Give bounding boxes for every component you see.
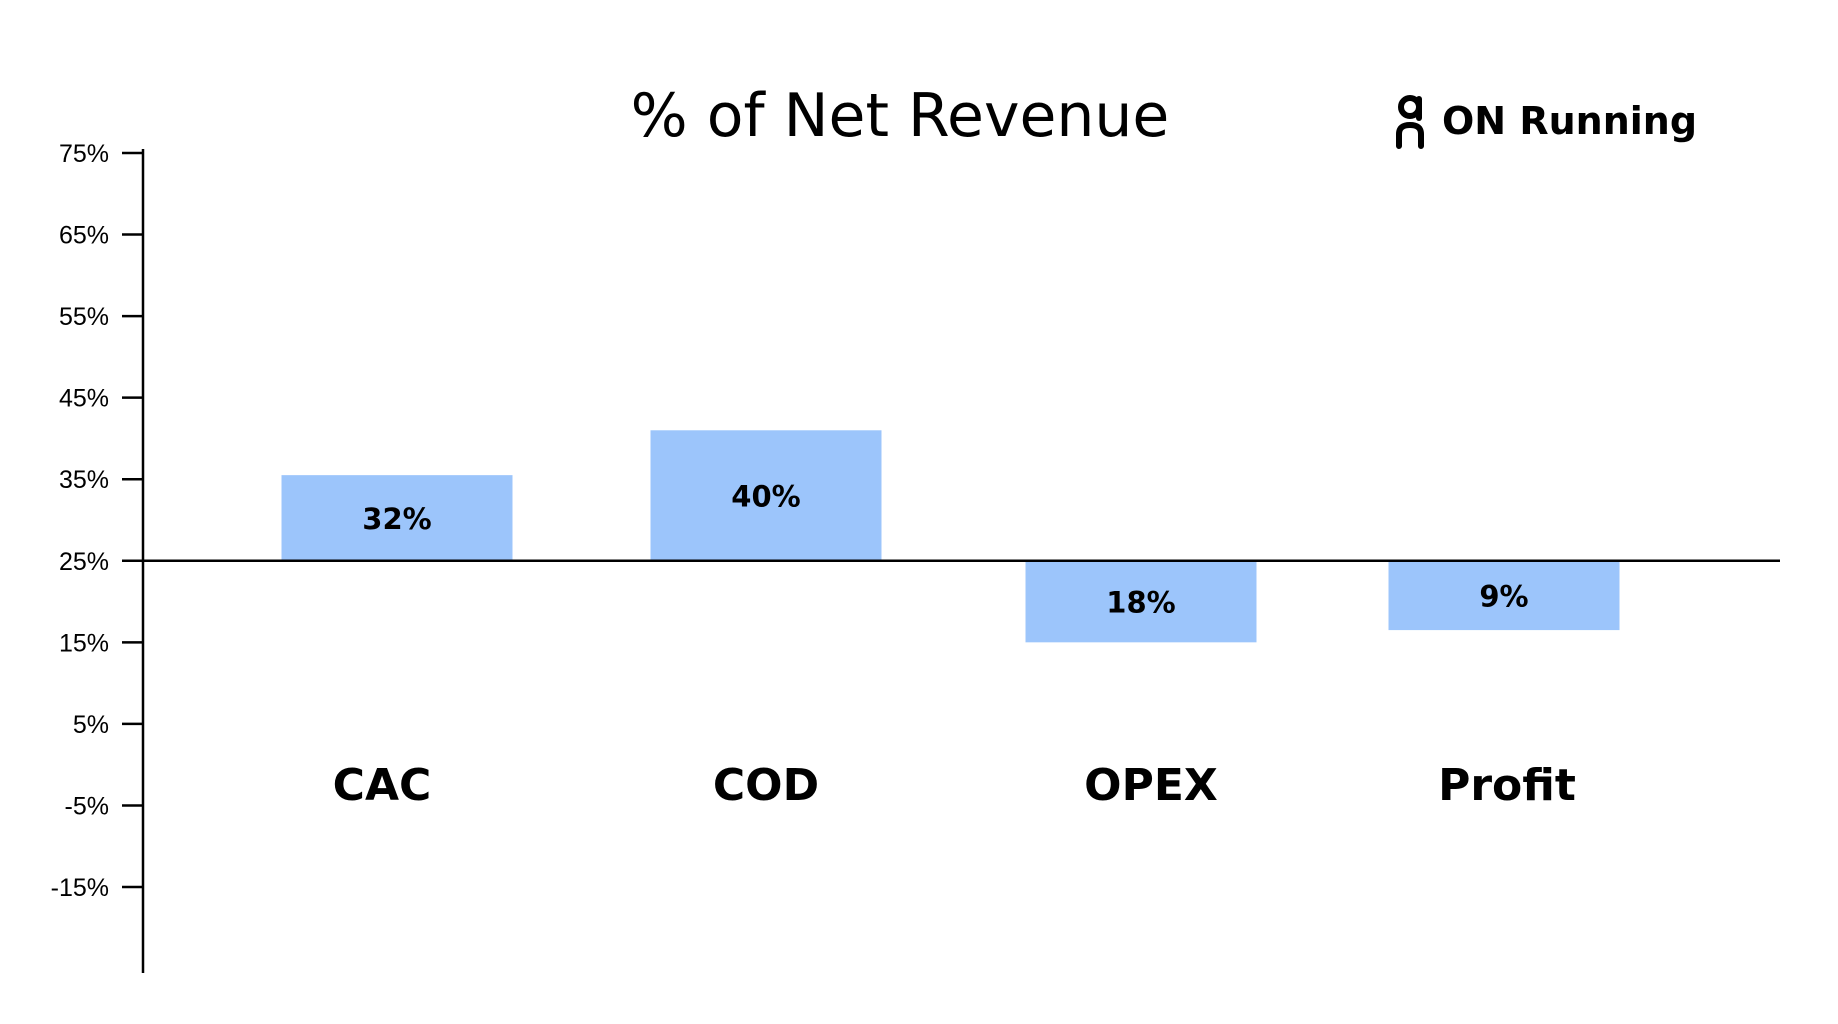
- y-tick-label: 15%: [59, 629, 109, 657]
- y-tick-label: 75%: [59, 140, 109, 168]
- category-label-cod: COD: [713, 760, 819, 811]
- y-tick-label: 25%: [59, 548, 109, 576]
- bar-value-label: 32%: [362, 502, 431, 536]
- bar-cac: [281, 475, 513, 561]
- bar-value-label: 40%: [731, 480, 800, 514]
- brand-logo: ON Running: [1396, 95, 1697, 149]
- y-tick-label: 5%: [73, 711, 109, 739]
- category-labels: CAC COD OPEX Profit: [333, 760, 1576, 811]
- y-tick-label: 65%: [59, 222, 109, 250]
- y-tick-label: 35%: [59, 466, 109, 494]
- y-tick-label: 45%: [59, 385, 109, 413]
- chart-title: % of Net Revenue: [631, 81, 1170, 151]
- y-tick-label: 55%: [59, 303, 109, 331]
- category-label-cac: CAC: [333, 760, 432, 811]
- category-label-opex: OPEX: [1084, 760, 1218, 811]
- bar-opex: [1025, 560, 1257, 643]
- bar-value-label: 18%: [1106, 586, 1175, 620]
- bar-cod: [650, 430, 882, 561]
- bars: 32% 40% 18% 9%: [281, 430, 1620, 643]
- bar-value-label: 9%: [1479, 579, 1528, 613]
- brand-name: ON Running: [1442, 99, 1697, 143]
- y-tick-label: -15%: [51, 874, 109, 902]
- y-axis-ticks: 75% 65% 55% 45% 35% 25% 15% 5% -5% -15%: [51, 140, 143, 902]
- on-logo-icon: [1396, 95, 1424, 149]
- category-label-profit: Profit: [1438, 760, 1576, 811]
- bar-profit: [1388, 560, 1620, 631]
- y-tick-label: -5%: [65, 792, 109, 820]
